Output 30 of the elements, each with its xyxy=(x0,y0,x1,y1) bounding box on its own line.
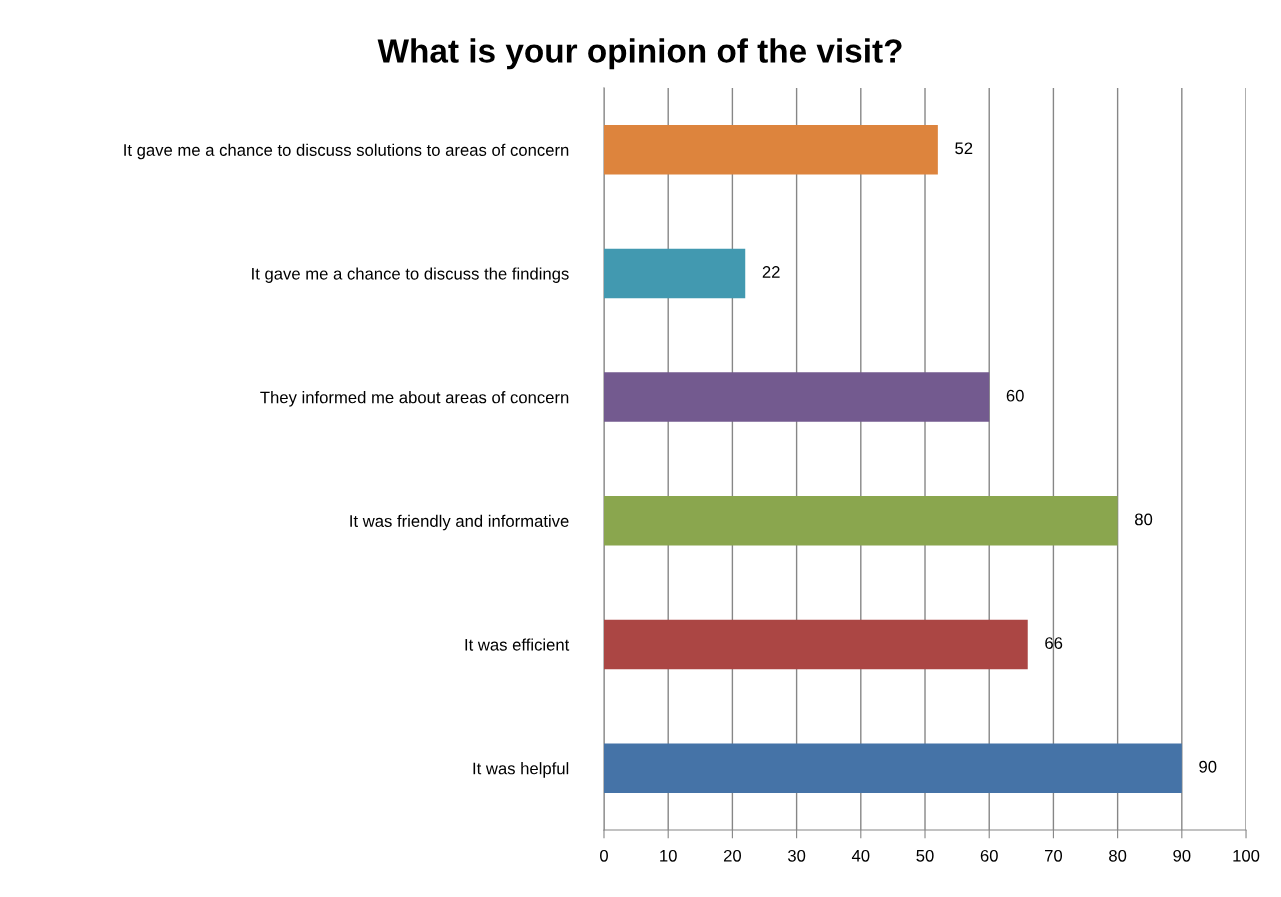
bar xyxy=(603,372,990,422)
x-tick-label: 100 xyxy=(1233,849,1260,862)
data-label: 22 xyxy=(762,266,780,278)
chart-title: What is your opinion of the visit? xyxy=(377,38,902,70)
bar xyxy=(603,619,1028,670)
bar xyxy=(603,496,1118,546)
x-tick-label: 40 xyxy=(851,849,870,862)
y-tick-label: They informed me about areas of concern xyxy=(260,391,569,407)
data-label: 80 xyxy=(1135,513,1153,526)
y-tick-label: It gave me a chance to discuss the findings xyxy=(252,267,569,283)
bar xyxy=(603,248,746,299)
x-tick-label: 60 xyxy=(980,849,998,862)
x-tick-label: 80 xyxy=(1109,849,1127,862)
x-tick-label: 90 xyxy=(1173,849,1191,862)
data-label: 66 xyxy=(1045,637,1063,649)
x-tick-label: 70 xyxy=(1045,849,1063,862)
x-tick-label: 0 xyxy=(600,849,608,862)
x-tick-label: 20 xyxy=(723,849,742,862)
x-tick-label: 10 xyxy=(660,849,677,862)
data-label: 90 xyxy=(1199,760,1217,773)
x-tick-label: 50 xyxy=(916,849,934,862)
y-tick-label: It was helpful xyxy=(473,762,569,778)
data-label: 52 xyxy=(955,142,973,155)
y-tick-label: It was efficient xyxy=(465,638,570,651)
bar xyxy=(603,743,1182,793)
y-tick-label: It was friendly and informative xyxy=(350,514,569,531)
x-tick-label: 30 xyxy=(787,849,806,862)
bar xyxy=(603,125,938,175)
data-label: 60 xyxy=(1006,389,1024,402)
y-tick-label: It gave me a chance to discuss solutions to areas of concern xyxy=(124,143,569,160)
